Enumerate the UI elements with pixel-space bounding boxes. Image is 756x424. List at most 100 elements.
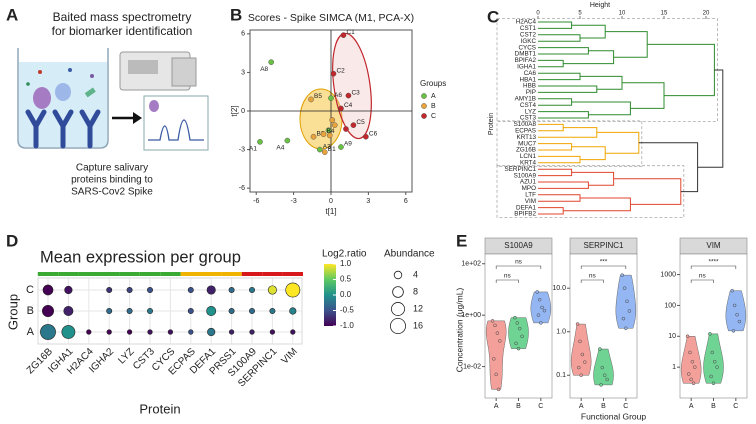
protein	[149, 100, 159, 112]
diagram-caption: SARS-Cov2 Spike	[71, 187, 153, 198]
x-tick-label: B	[516, 403, 521, 410]
molecule	[26, 82, 30, 86]
point	[257, 139, 263, 145]
point	[600, 365, 605, 370]
point-label: B5	[314, 93, 322, 100]
point	[598, 347, 602, 351]
dot	[63, 306, 74, 316]
leaf-label: ECPAS	[515, 127, 536, 134]
x-tick-label: 0	[329, 198, 333, 205]
x-tick-label: A	[494, 403, 499, 410]
point	[715, 365, 719, 369]
point	[520, 334, 524, 339]
leaf-label: BPIFB2	[514, 211, 536, 218]
colorbar-tick-label: 1.0	[340, 259, 352, 268]
point	[536, 313, 541, 317]
y-tick-label: B	[27, 305, 34, 317]
leaf-label: HBA1	[520, 76, 537, 83]
panel-label: B	[230, 5, 242, 24]
molecule	[90, 74, 94, 78]
leaf-label: LCN1	[520, 153, 537, 160]
diagram-title: for biomarker identification	[52, 24, 193, 38]
legend-label: B	[431, 103, 436, 110]
panel-label: E	[456, 231, 467, 250]
legend-title: Groups	[420, 79, 446, 88]
facet-title: SERPINC1	[583, 241, 624, 250]
category-group-bar	[160, 272, 181, 276]
legend-swatch	[421, 113, 427, 119]
point	[711, 381, 716, 386]
point	[493, 323, 497, 328]
protein	[33, 87, 51, 109]
y-tick-label: 1000	[660, 271, 676, 278]
point	[735, 312, 739, 317]
point	[731, 329, 736, 333]
significance-label: ns	[504, 273, 512, 280]
point-label: C5	[356, 119, 365, 126]
point-label: B1	[328, 146, 336, 153]
leaf-label: DMBT1	[515, 51, 537, 58]
point-label: B4	[327, 128, 335, 135]
point	[599, 383, 603, 387]
point	[690, 359, 695, 364]
leaf-label: CST1	[520, 25, 537, 32]
y-tick-label: 1.0	[556, 329, 566, 336]
leaf-label: PIP	[526, 89, 536, 96]
category-group-bar	[99, 272, 120, 276]
diagram: Baited mass spectrometry for biomarker i…	[17, 10, 209, 198]
category-group-bar	[221, 272, 242, 276]
category-group-bar	[180, 272, 201, 276]
point	[340, 32, 347, 38]
x-axis-label: t[1]	[325, 207, 336, 216]
significance-bracket	[690, 279, 714, 283]
leaf-label: ZG16B	[516, 147, 536, 154]
point	[539, 321, 543, 325]
y-tick-label: 0	[241, 108, 245, 115]
chart-title: Scores - Spike SIMCA (M1, PCA-X)	[248, 12, 414, 24]
point	[578, 339, 582, 344]
x-tick-label: C	[623, 403, 628, 410]
point	[708, 332, 712, 336]
leaf-label: VIM	[525, 198, 536, 205]
x-tick-label: 3	[366, 198, 370, 205]
legend-swatch	[421, 93, 427, 99]
point-label: A3	[323, 143, 331, 150]
x-tick-label: 0	[536, 11, 540, 17]
facet-title: S100A9	[504, 241, 533, 250]
point	[685, 334, 690, 339]
point	[730, 288, 734, 293]
leaf-label: S100A8	[514, 121, 537, 128]
leaf-label: MUC7	[518, 140, 536, 147]
point	[343, 126, 349, 132]
dot	[289, 307, 297, 315]
y-tick-label: 10	[668, 333, 676, 340]
size-legend-label: 16	[413, 320, 423, 330]
y-tick-label: 1	[672, 364, 676, 371]
leaf-label: SERPINC1	[505, 166, 537, 173]
diagram-title: Baited mass spectrometry	[53, 10, 192, 24]
point-label: A6	[334, 92, 342, 99]
instrument-part	[128, 60, 158, 74]
panel-label: C	[487, 7, 499, 26]
x-tick-label: -3	[290, 198, 296, 205]
x-tick-label: C	[538, 403, 543, 410]
point	[605, 377, 609, 382]
point	[495, 331, 500, 335]
colorbar-tick-label: -1.0	[340, 321, 354, 330]
size-legend-label: 8	[413, 286, 418, 296]
point	[494, 372, 498, 377]
point	[329, 117, 336, 123]
dot	[106, 329, 112, 335]
dot	[61, 325, 76, 339]
category-group-bar	[119, 272, 140, 276]
leaf-label: CST4	[520, 102, 537, 109]
dot	[64, 285, 73, 295]
point-label: C6	[369, 130, 378, 137]
leaf-label: S100A9	[514, 172, 537, 179]
dot	[228, 287, 235, 293]
leaf-label: LYZ	[525, 108, 536, 115]
dot	[187, 287, 194, 293]
y-tick-label: 1e-02	[463, 363, 481, 370]
significance-bracket	[495, 265, 542, 269]
y-axis-label: Group	[5, 294, 20, 330]
